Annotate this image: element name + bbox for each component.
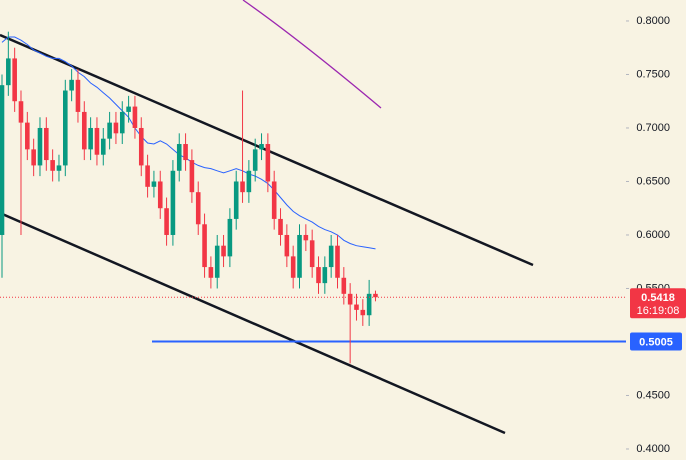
candle-body — [202, 224, 207, 268]
candle-body — [63, 90, 68, 166]
candle-body — [271, 181, 277, 219]
candle-body — [12, 58, 17, 102]
price-axis: 0.80000.75000.70000.65000.60000.55000.45… — [626, 15, 686, 455]
lower-channel-line — [0, 211, 506, 435]
candle-body — [303, 234, 309, 241]
candle-body — [328, 245, 334, 268]
candle-body — [265, 144, 271, 182]
candle-body — [119, 111, 125, 134]
candle-body — [6, 58, 11, 86]
candle-body — [31, 149, 36, 166]
candle-body — [233, 181, 239, 219]
candle-body — [132, 106, 138, 128]
candle-body — [278, 218, 283, 235]
candle-body — [341, 277, 347, 294]
candle-body — [335, 245, 340, 278]
y-tick-label: 0.8000 — [636, 15, 670, 27]
candle-body — [373, 293, 378, 298]
candle-body — [164, 208, 169, 235]
y-tick-label: 0.7000 — [636, 122, 670, 134]
candle-body — [56, 165, 62, 171]
moving-average — [1, 36, 376, 250]
candle-body — [107, 122, 112, 139]
plot-area — [0, 31, 626, 364]
candle-body — [126, 106, 131, 112]
candle-body — [170, 170, 176, 235]
candle-body — [50, 160, 55, 171]
candle-body — [18, 101, 24, 123]
candle-body — [309, 240, 315, 268]
candle-body — [347, 293, 353, 305]
candle-body — [176, 144, 182, 171]
candle-body — [189, 160, 195, 193]
candle-body — [100, 138, 106, 155]
candle-body — [157, 181, 163, 209]
candle-body — [25, 122, 30, 150]
countdown-label: 16:19:08 — [637, 305, 680, 317]
candle-body — [316, 267, 321, 284]
candle-body — [151, 181, 157, 187]
candle-body — [322, 267, 328, 284]
candle-body — [44, 127, 49, 161]
long-moving-average — [242, 0, 382, 109]
candle-body — [360, 309, 366, 316]
candle-body — [208, 267, 214, 278]
candle-body — [69, 79, 74, 91]
candle-body — [227, 218, 233, 257]
y-tick-label: 0.4000 — [636, 443, 670, 455]
candle-body — [75, 79, 81, 112]
candle-body — [37, 127, 43, 166]
candle-body — [88, 127, 93, 150]
candle-body — [145, 165, 150, 187]
candle-body — [81, 111, 87, 150]
last-price-box — [630, 288, 686, 319]
candle-body — [94, 127, 100, 155]
candle-body — [252, 149, 258, 171]
candle-body — [221, 245, 226, 257]
y-tick-label: 0.4500 — [636, 389, 670, 401]
candle-body — [297, 234, 302, 278]
y-tick-label: 0.6500 — [636, 175, 670, 187]
candle-body — [195, 192, 201, 225]
level-label: 0.5005 — [639, 336, 673, 348]
candle-body — [259, 144, 264, 150]
y-tick-label: 0.6000 — [636, 229, 670, 241]
candle-body — [113, 122, 119, 134]
candle-body — [214, 245, 220, 278]
candle-body — [290, 256, 296, 278]
candle-body — [183, 144, 188, 161]
level-label-box — [630, 332, 682, 351]
y-tick-label: 0.7500 — [636, 68, 670, 80]
candle-body — [0, 85, 5, 235]
candle-body — [138, 127, 144, 166]
candle-body — [246, 170, 252, 193]
last-price-label: 0.5418 — [641, 292, 675, 304]
candle-body — [240, 181, 245, 193]
candle-body — [354, 304, 359, 310]
candle-body — [284, 234, 290, 257]
candle-body — [366, 293, 372, 316]
